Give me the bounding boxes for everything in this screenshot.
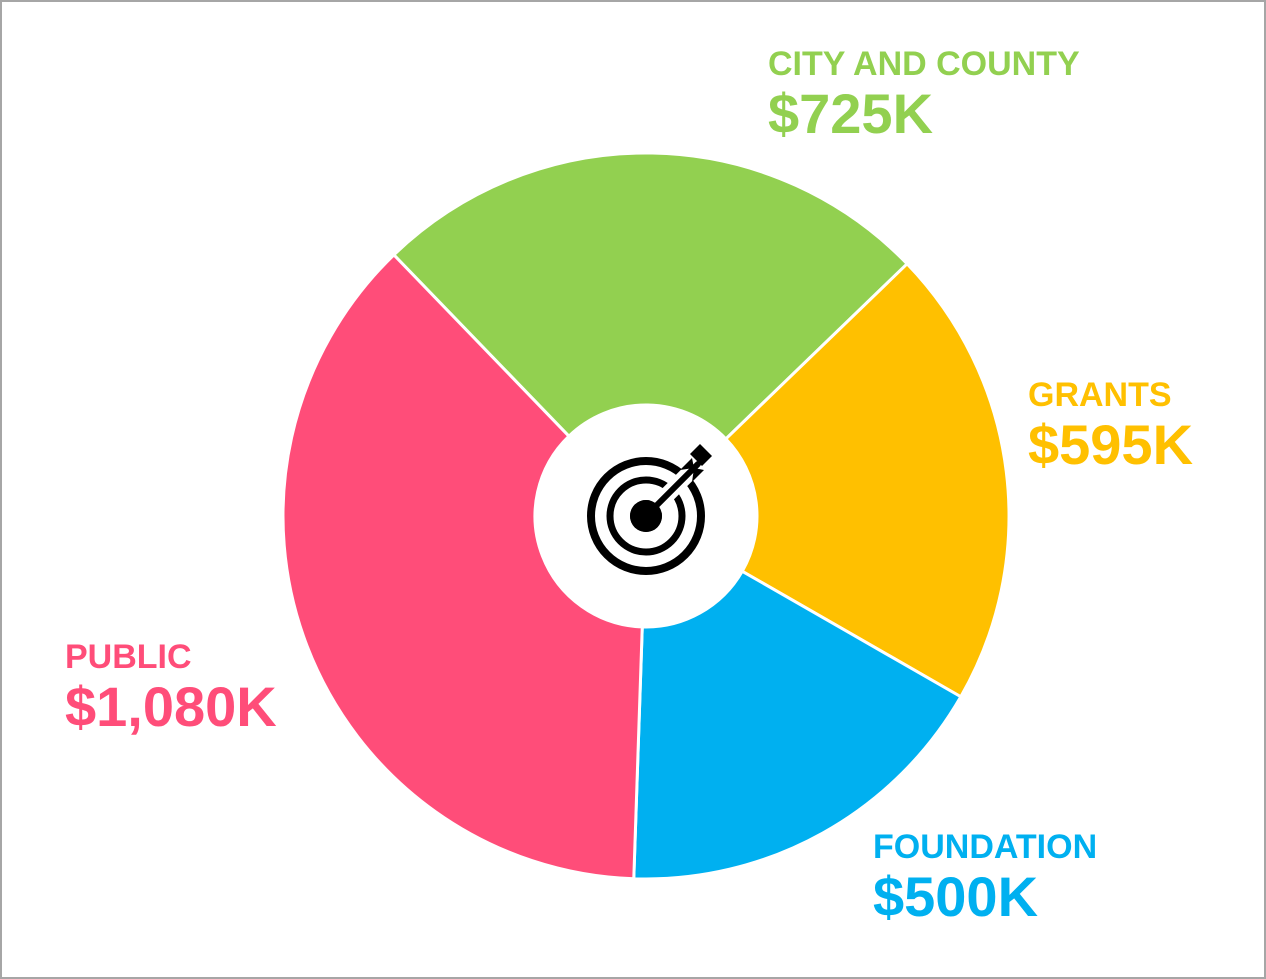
slice-public	[281, 252, 644, 881]
slice-value: $500K	[873, 865, 1039, 928]
slice-value: $1,080K	[65, 675, 277, 738]
slice-label-city-and-county: CITY AND COUNTY $725K	[768, 45, 1080, 145]
slice-value: $595K	[1028, 413, 1194, 476]
slice-name: GRANTS	[1028, 376, 1172, 414]
slice-label-foundation: FOUNDATION $500K	[873, 828, 1097, 928]
slice-label-grants: GRANTS $595K	[1028, 376, 1193, 476]
slice-name: FOUNDATION	[873, 828, 1098, 866]
slice-name: CITY AND COUNTY	[768, 45, 1080, 83]
slice-label-public: PUBLIC $1,080K	[65, 638, 277, 738]
donut-slices	[281, 151, 1011, 881]
target-with-arrow-icon	[587, 444, 712, 575]
slice-name: PUBLIC	[65, 638, 192, 676]
slice-value: $725K	[768, 82, 934, 145]
